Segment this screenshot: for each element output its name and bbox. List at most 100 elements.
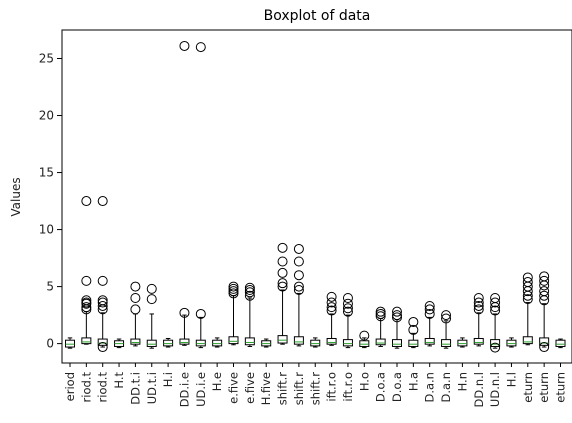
flier-point [277,281,288,292]
box-body [408,339,419,347]
box-9 [212,337,223,348]
flier-point [293,270,304,281]
x-tick-label: eturn [537,372,551,403]
flier-point [97,275,108,286]
y-tick-label: 0 [46,337,54,351]
x-tick-label: DD.t.i [128,372,142,405]
x-tick-label: UD.i.e [194,372,208,407]
flier-point [375,306,386,317]
flier-point [408,316,419,327]
box-body [473,337,484,345]
x-tick-label: eturn [521,372,535,403]
box-body [163,339,174,347]
x-tick-label: UD.t.i [145,372,159,404]
x-tick-label: H.n [455,372,469,391]
flier-point [473,292,484,303]
x-tick-label: riod.t [96,372,110,403]
flier-point [81,302,92,313]
box-body [97,338,108,346]
x-tick-label: H.five [259,372,273,405]
box-1 [81,196,92,345]
box-body [212,339,223,347]
flier-point [539,271,550,282]
flier-point [326,305,337,316]
box-body [457,339,468,347]
flier-point [441,313,452,324]
x-tick-label: shift.r [292,372,306,405]
box-body [277,335,288,344]
flier-point [375,308,386,319]
x-tick-label: ift.r.o [341,372,355,402]
flier-point [342,298,353,309]
flier-point [441,310,452,321]
flier-point [195,308,206,319]
flier-point [293,256,304,267]
box-0 [65,337,75,349]
flier-point [228,286,239,297]
box-body [441,339,452,347]
box-15 [310,337,321,348]
flier-point [81,295,92,306]
flier-point [539,275,550,286]
flier-point [392,310,402,321]
box-6 [163,337,174,348]
box-29 [539,271,550,353]
box-body [228,336,239,345]
box-body [244,337,255,346]
flier-point [130,281,141,292]
box-body [424,337,435,345]
box-7 [179,40,190,346]
box-body [293,336,304,345]
box-24 [457,337,468,348]
box-25 [473,292,484,347]
box-16 [326,291,337,346]
box-body [65,339,75,348]
flier-point [424,300,435,311]
flier-point [326,291,337,302]
flier-point [326,297,337,308]
box-body [506,339,517,347]
flier-point [130,292,141,303]
x-tick-label: riod.t [79,372,93,403]
box-body [130,338,141,345]
flier-point [392,306,402,317]
flier-point [539,342,550,353]
box-body [539,337,550,346]
y-tick-label: 10 [39,223,54,237]
box-body [326,337,337,345]
box-body [146,339,157,347]
y-tick-label: 15 [39,166,54,180]
x-tick-label: e.five [243,372,257,404]
flier-point [130,304,141,315]
flier-point [490,342,501,353]
box-21 [408,316,419,349]
flier-point [473,304,484,315]
box-14 [293,243,304,347]
x-tick-label: UD.n.l [488,372,502,407]
box-8 [195,42,206,349]
flier-point [293,243,304,254]
box-11 [244,282,255,347]
x-tick-label: ift.r.o [325,372,339,402]
flier-point [228,288,239,299]
box-body [179,338,190,345]
box-body [342,339,353,347]
flier-point [375,311,386,322]
box-3 [114,338,125,349]
flier-point [490,305,501,316]
box-body [555,339,566,347]
flier-point [392,312,402,323]
flier-point [277,278,288,289]
flier-point [522,277,533,288]
flier-point [277,256,288,267]
flier-point [326,302,337,313]
flier-point [228,281,239,292]
box-23 [441,310,452,349]
plot-frame [61,29,572,364]
flier-point [522,294,533,305]
box-body [375,338,386,346]
box-18 [359,330,370,349]
flier-point [81,196,92,207]
flier-point [342,303,353,314]
